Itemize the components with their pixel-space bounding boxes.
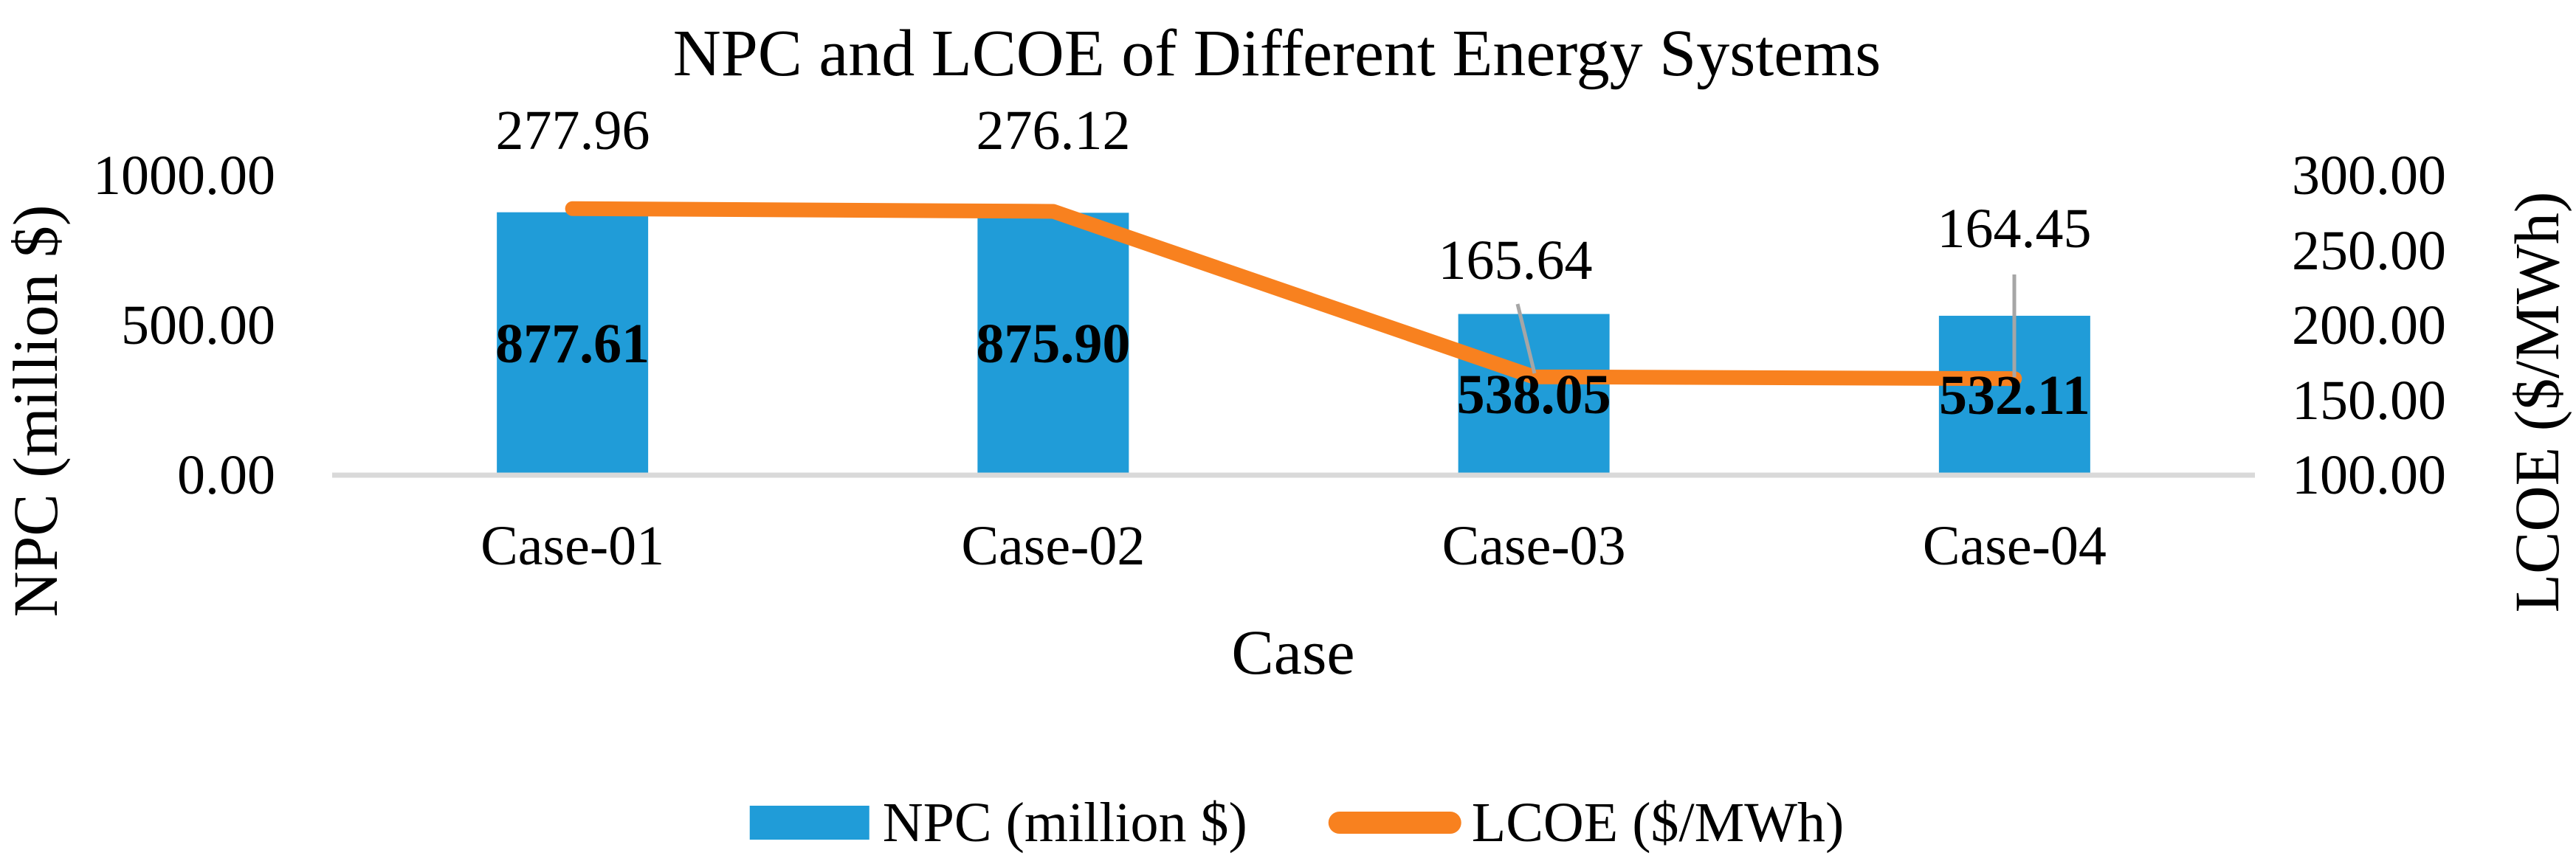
right-tick-150.00: 150.00 xyxy=(2292,369,2446,432)
right-tick-300.00: 300.00 xyxy=(2292,145,2446,207)
right-tick-200.00: 200.00 xyxy=(2292,294,2446,356)
left-axis-title: NPC (million $) xyxy=(0,204,71,618)
bar-value-label-case-02: 875.90 xyxy=(976,313,1131,376)
right-tick-100.00: 100.00 xyxy=(2292,444,2446,506)
bar-case-03 xyxy=(1458,314,1610,475)
left-tick-1000.00: 1000.00 xyxy=(93,145,275,207)
chart-title: NPC and LCOE of Different Energy Systems xyxy=(672,17,1881,90)
line-value-label-case-01: 277.96 xyxy=(495,100,650,162)
category-label-case-01: Case-01 xyxy=(481,515,665,577)
category-label-case-03: Case-03 xyxy=(1442,515,1626,577)
lcoe-legend-swatch-icon xyxy=(1328,812,1461,834)
x-axis-title: Case xyxy=(1231,617,1355,688)
bar-value-label-case-03: 538.05 xyxy=(1456,363,1611,426)
left-tick-500.00: 500.00 xyxy=(121,294,275,356)
bar-value-label-case-04: 532.11 xyxy=(1938,364,2090,426)
line-value-label-case-03: 165.64 xyxy=(1438,229,1593,291)
legend-label-lcoe: LCOE ($/MWh) xyxy=(1471,792,1845,854)
left-tick-0.00: 0.00 xyxy=(177,444,275,506)
leader-line-case-03 xyxy=(1515,303,1537,374)
lcoe-line xyxy=(565,201,2022,387)
npc-legend-swatch-icon xyxy=(749,806,869,840)
category-label-case-02: Case-02 xyxy=(961,515,1146,577)
line-value-label-case-02: 276.12 xyxy=(976,100,1131,162)
legend: NPC (million $) LCOE ($/MWh) xyxy=(749,792,1845,854)
right-axis-title: LCOE ($/MWh) xyxy=(2501,191,2572,613)
bar-case-01 xyxy=(497,212,649,475)
category-label-case-04: Case-04 xyxy=(1922,515,2107,577)
right-tick-250.00: 250.00 xyxy=(2292,219,2446,282)
line-value-label-case-04: 164.45 xyxy=(1937,198,2092,260)
bar-case-02 xyxy=(977,212,1129,475)
legend-label-npc: NPC (million $) xyxy=(882,792,1247,854)
bar-value-label-case-01: 877.61 xyxy=(495,312,650,375)
